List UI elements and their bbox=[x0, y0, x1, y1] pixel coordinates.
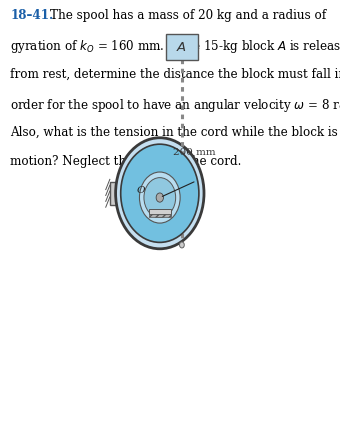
Text: motion? Neglect the mass of the cord.: motion? Neglect the mass of the cord. bbox=[10, 154, 242, 167]
Bar bbox=[110, 182, 117, 205]
Text: 18–41.: 18–41. bbox=[10, 9, 53, 22]
Text: 200 mm: 200 mm bbox=[173, 148, 216, 157]
Circle shape bbox=[121, 145, 199, 243]
Text: from rest, determine the distance the block must fall in: from rest, determine the distance the bl… bbox=[10, 67, 340, 80]
Circle shape bbox=[144, 178, 176, 218]
Text: $A$: $A$ bbox=[176, 41, 187, 54]
Circle shape bbox=[180, 242, 184, 248]
Text: gyration of $k_O$ = 160 mm. If the 15-kg block $A$ is released: gyration of $k_O$ = 160 mm. If the 15-kg… bbox=[10, 38, 340, 55]
Circle shape bbox=[116, 138, 204, 249]
Bar bbox=[149, 214, 171, 218]
Text: Also, what is the tension in the cord while the block is in: Also, what is the tension in the cord wh… bbox=[10, 125, 340, 138]
Circle shape bbox=[179, 35, 185, 42]
Text: The spool has a mass of 20 kg and a radius of: The spool has a mass of 20 kg and a radi… bbox=[50, 9, 326, 22]
Text: O: O bbox=[137, 186, 146, 195]
Bar bbox=[149, 209, 171, 214]
Circle shape bbox=[139, 173, 180, 224]
Bar bbox=[166, 35, 198, 60]
Text: order for the spool to have an angular velocity $\omega$ = 8 rad/s.: order for the spool to have an angular v… bbox=[10, 96, 340, 113]
Circle shape bbox=[156, 193, 164, 203]
